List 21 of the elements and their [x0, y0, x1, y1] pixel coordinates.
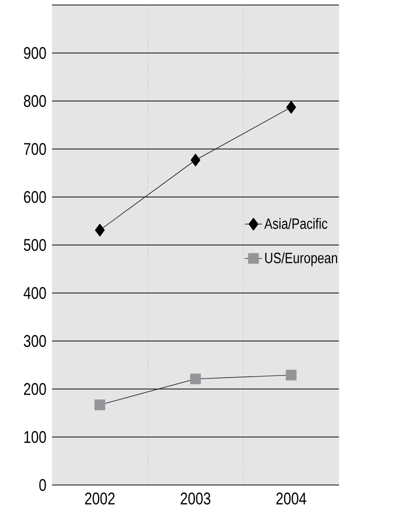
x-tick-label: 2004 [276, 492, 306, 505]
y-tick-label: 800 [24, 95, 46, 107]
legend-label: Asia/Pacific [264, 218, 328, 229]
legend-label: US/European [265, 252, 338, 266]
y-tick-label: 0 [39, 479, 46, 491]
y-tick-label: 400 [24, 287, 46, 299]
point [190, 154, 200, 166]
y-tick-label: 100 [24, 431, 46, 443]
y-tick-label: 900 [24, 46, 46, 59]
y-tick-label: 500 [24, 239, 46, 251]
point [94, 399, 106, 410]
y-tick-label: 600 [24, 191, 46, 203]
point [286, 100, 296, 114]
point [94, 224, 105, 236]
y-tick-label: 700 [24, 143, 46, 155]
point [190, 374, 201, 384]
point [286, 370, 297, 380]
y-tick-label: 200 [24, 383, 46, 395]
x-tick-label: 2003 [180, 492, 210, 505]
x-tick-label: 2002 [85, 492, 115, 505]
y-tick-label: 300 [24, 335, 46, 347]
